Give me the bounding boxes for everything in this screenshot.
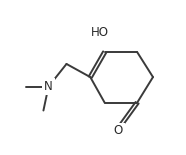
Text: N: N (44, 80, 53, 93)
Text: HO: HO (91, 26, 109, 39)
Text: O: O (114, 124, 123, 137)
